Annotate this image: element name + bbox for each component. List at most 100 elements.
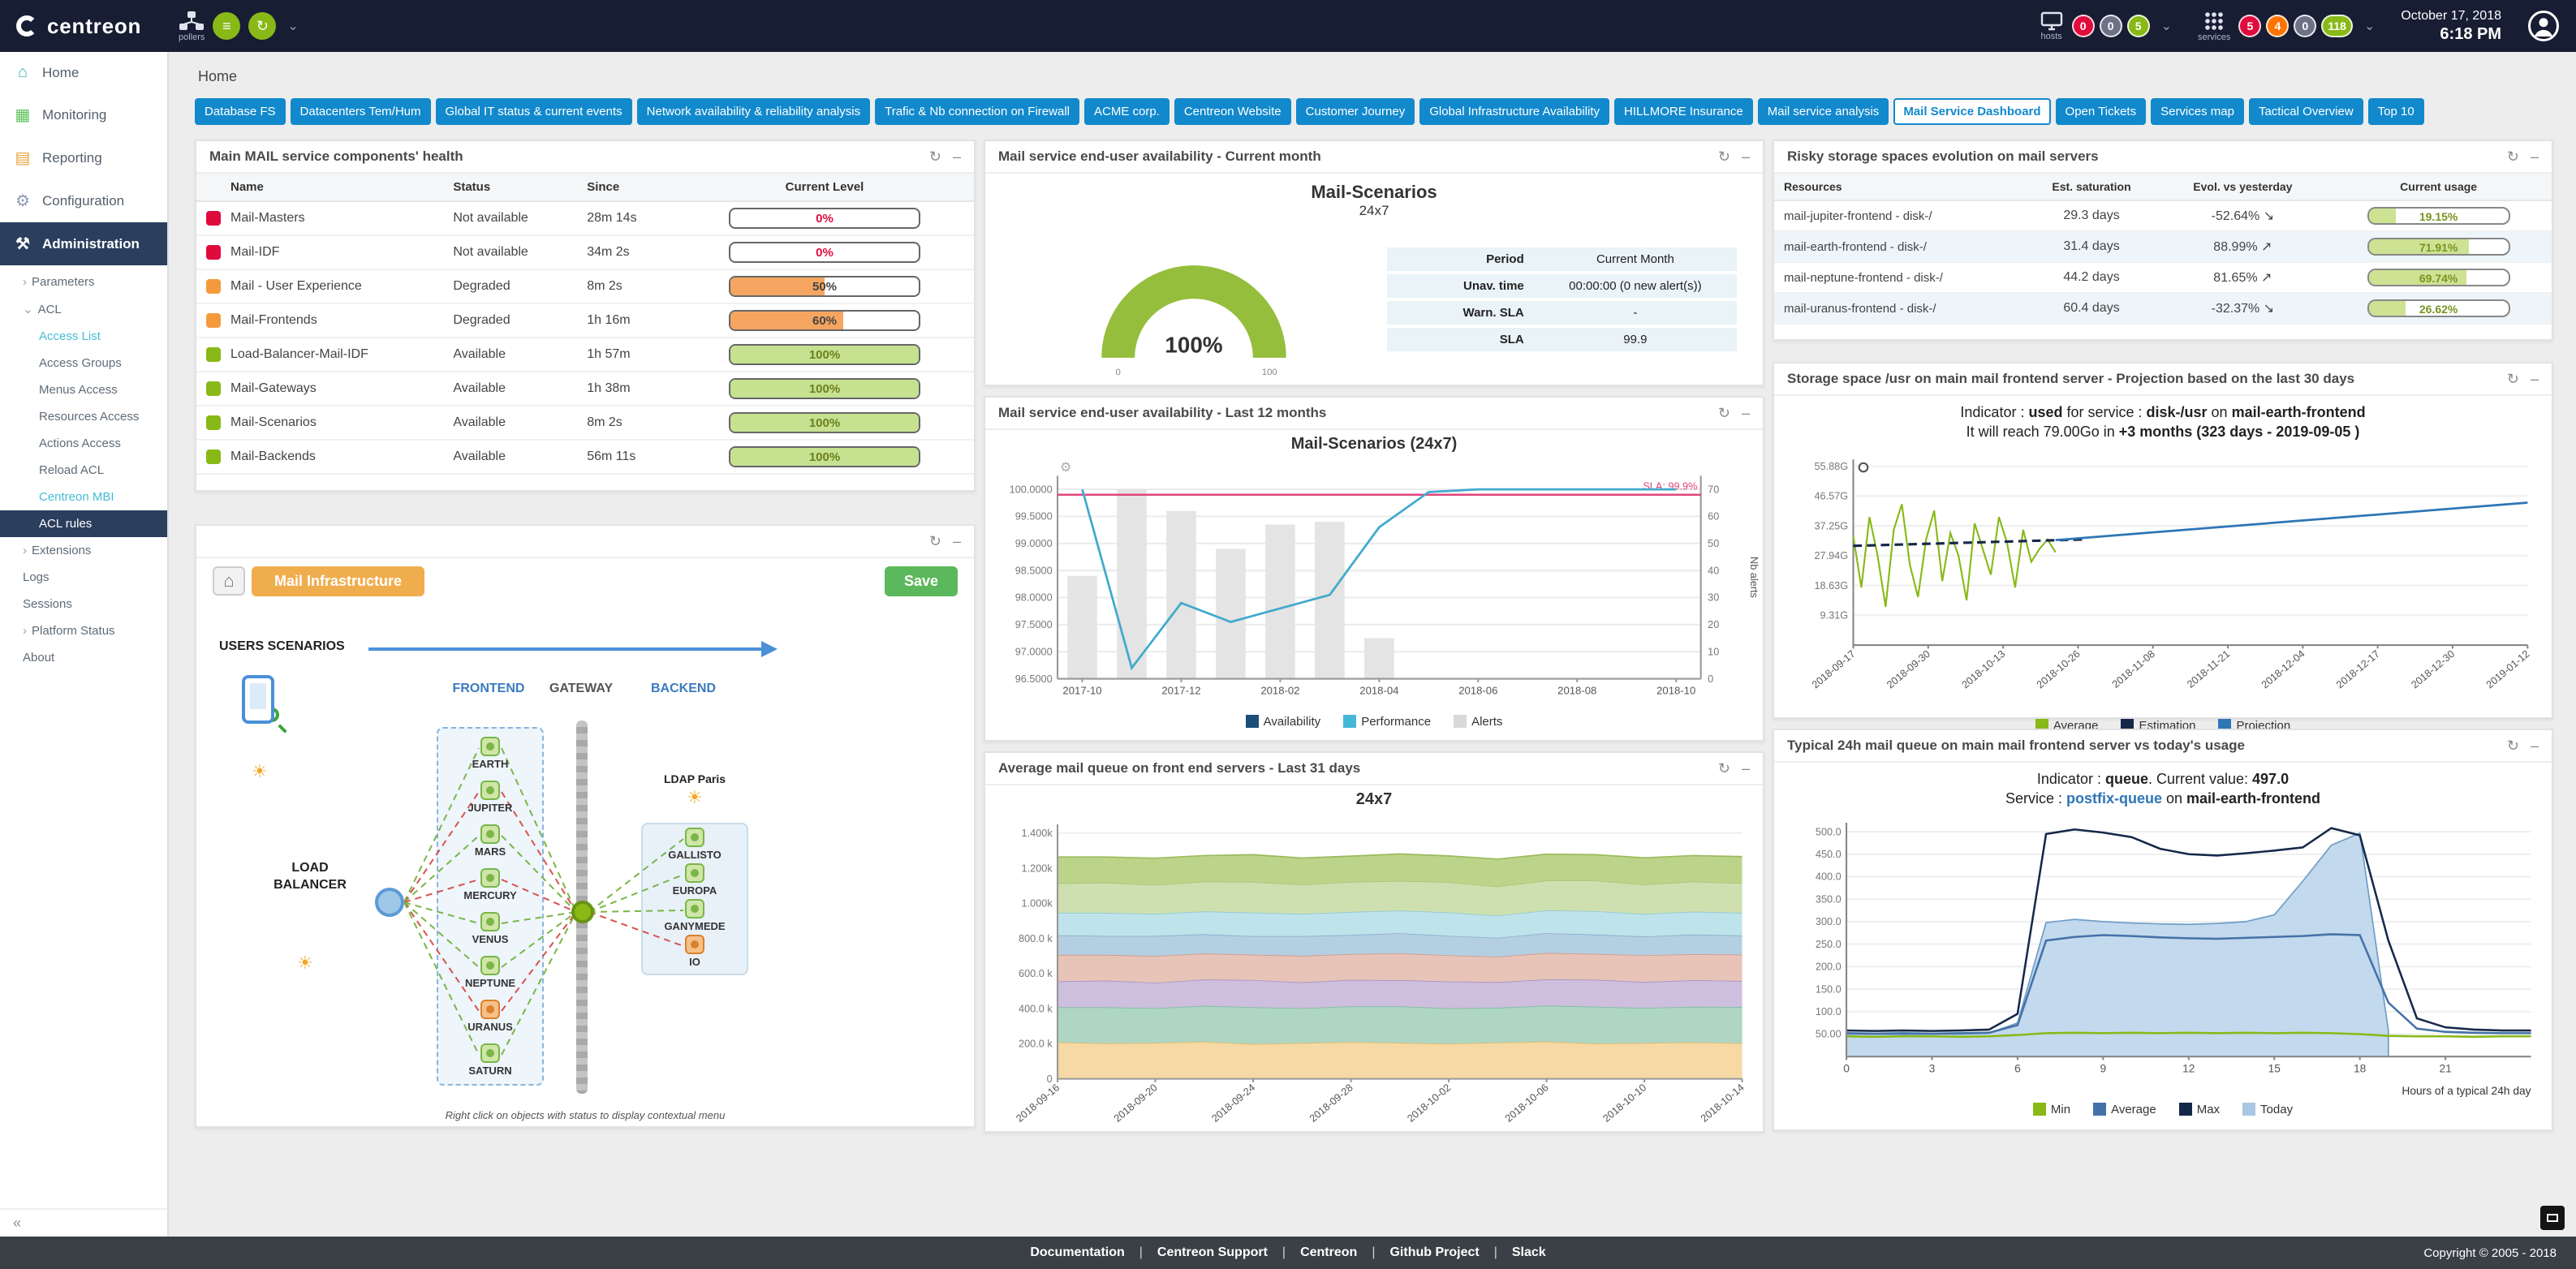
pollers-menu[interactable]: pollers ≡ ↻ ⌄ bbox=[179, 11, 299, 42]
diagram-node-mars[interactable]: MARS bbox=[437, 824, 544, 858]
home-icon[interactable]: ⌂ bbox=[213, 566, 245, 596]
sidebar-item-monitoring[interactable]: ▦ Monitoring bbox=[0, 93, 167, 136]
minimize-icon[interactable]: – bbox=[2530, 148, 2539, 165]
sidebar-item-platform-status[interactable]: › Platform Status bbox=[0, 617, 167, 644]
diagram-node-mercury[interactable]: MERCURY bbox=[437, 868, 544, 901]
map-title-button[interactable]: Mail Infrastructure bbox=[252, 566, 425, 596]
sidebar-item-acl-rules[interactable]: ACL rules bbox=[0, 510, 167, 537]
fullscreen-button[interactable] bbox=[2540, 1206, 2565, 1230]
table-row[interactable]: Mail-Backends Available 56m 11s 100% bbox=[196, 440, 974, 475]
refresh-icon[interactable]: ↻ bbox=[1717, 405, 1730, 421]
sidebar-item-menus-access[interactable]: Menus Access bbox=[0, 376, 167, 403]
sidebar-item-access-list[interactable]: Access List bbox=[0, 323, 167, 350]
legend-item[interactable]: Performance bbox=[1343, 715, 1431, 729]
tab-hillmore-insurance[interactable]: HILLMORE Insurance bbox=[1614, 98, 1753, 125]
sidebar-item-configuration[interactable]: ⚙ Configuration bbox=[0, 179, 167, 222]
column-header-est-saturation[interactable]: Est. saturation bbox=[2022, 174, 2160, 201]
column-header-status[interactable]: Status bbox=[443, 174, 578, 202]
tab-network-availability-reliability-analysis[interactable]: Network availability & reliability analy… bbox=[636, 98, 871, 125]
tab-services-map[interactable]: Services map bbox=[2151, 98, 2244, 125]
column-header-since[interactable]: Since bbox=[577, 174, 676, 202]
tab-global-it-status-current-events[interactable]: Global IT status & current events bbox=[435, 98, 632, 125]
footer-link-slack[interactable]: Slack bbox=[1511, 1245, 1546, 1259]
minimize-icon[interactable]: – bbox=[1741, 760, 1750, 776]
tab-mail-service-dashboard[interactable]: Mail Service Dashboard bbox=[1893, 98, 2051, 125]
load-balancer-node[interactable] bbox=[375, 888, 404, 917]
sidebar-item-resources-access[interactable]: Resources Access bbox=[0, 403, 167, 430]
legend-item[interactable]: Alerts bbox=[1454, 715, 1502, 729]
refresh-icon[interactable]: ↻ bbox=[2506, 738, 2519, 754]
sidebar-item-reload-acl[interactable]: Reload ACL bbox=[0, 457, 167, 484]
broker-status-icon[interactable]: ≡ bbox=[213, 12, 241, 40]
minimize-icon[interactable]: – bbox=[1741, 148, 1750, 165]
minimize-icon[interactable]: – bbox=[952, 148, 961, 165]
minimize-icon[interactable]: – bbox=[2530, 738, 2539, 754]
sidebar-collapse-button[interactable]: « bbox=[0, 1208, 167, 1237]
tab-customer-journey[interactable]: Customer Journey bbox=[1295, 98, 1415, 125]
tab-global-infrastructure-availability[interactable]: Global Infrastructure Availability bbox=[1419, 98, 1610, 125]
refresh-icon[interactable]: ↻ bbox=[2506, 371, 2519, 387]
service-status-badge[interactable]: 118 bbox=[2321, 15, 2353, 37]
footer-link-centreon[interactable]: Centreon bbox=[1300, 1245, 1358, 1259]
diagram-node-jupiter[interactable]: JUPITER bbox=[437, 781, 544, 814]
refresh-icon[interactable]: ↻ bbox=[928, 533, 941, 549]
minimize-icon[interactable]: – bbox=[2530, 371, 2539, 387]
refresh-icon[interactable]: ↻ bbox=[1717, 148, 1730, 165]
diagram-node-neptune[interactable]: NEPTUNE bbox=[437, 956, 544, 989]
column-header-current-level[interactable]: Current Level bbox=[675, 174, 974, 202]
legend-item[interactable]: Today bbox=[2242, 1103, 2293, 1116]
sidebar-item-centreon-mbi[interactable]: Centreon MBI bbox=[0, 484, 167, 510]
sidebar-item-parameters[interactable]: › Parameters bbox=[0, 269, 167, 295]
tab-top-10[interactable]: Top 10 bbox=[2367, 98, 2424, 125]
host-status-badge[interactable]: 0 bbox=[2071, 15, 2095, 37]
table-row[interactable]: Mail-Scenarios Available 8m 2s 100% bbox=[196, 406, 974, 441]
column-header-current-usage[interactable]: Current usage bbox=[2325, 174, 2552, 201]
sidebar-item-home[interactable]: ⌂ Home bbox=[0, 52, 167, 93]
table-row[interactable]: Mail-Masters Not available 28m 14s 0% bbox=[196, 201, 974, 236]
diagram-node-gallisto[interactable]: GALLISTO bbox=[641, 828, 748, 861]
table-row[interactable]: Mail-IDF Not available 34m 2s 0% bbox=[196, 235, 974, 270]
sidebar-item-logs[interactable]: Logs bbox=[0, 564, 167, 591]
breadcrumb[interactable]: Home bbox=[198, 68, 238, 84]
table-row[interactable]: mail-jupiter-frontend - disk-/29.3 days -… bbox=[1774, 200, 2552, 232]
table-row[interactable]: Mail-Frontends Degraded 1h 16m 60% bbox=[196, 303, 974, 338]
sidebar-item-sessions[interactable]: Sessions bbox=[0, 591, 167, 617]
table-row[interactable]: Mail - User Experience Degraded 8m 2s 50% bbox=[196, 269, 974, 304]
diagram-node-saturn[interactable]: SATURN bbox=[437, 1043, 544, 1077]
legend-item[interactable]: Average bbox=[2093, 1103, 2156, 1116]
tab-datacenters-tem-hum[interactable]: Datacenters Tem/Hum bbox=[290, 98, 431, 125]
tab-database-fs[interactable]: Database FS bbox=[195, 98, 286, 125]
chart-options-icon[interactable]: ⚙ bbox=[1060, 461, 1072, 475]
refresh-icon[interactable]: ↻ bbox=[2506, 148, 2519, 165]
diagram-node-io[interactable]: IO bbox=[641, 935, 748, 968]
column-header-resources[interactable]: Resources bbox=[1774, 174, 2023, 201]
legend-item[interactable]: Max bbox=[2178, 1103, 2220, 1116]
tab-tactical-overview[interactable]: Tactical Overview bbox=[2248, 98, 2363, 125]
tab-open-tickets[interactable]: Open Tickets bbox=[2055, 98, 2147, 125]
sidebar-item-extensions[interactable]: › Extensions bbox=[0, 537, 167, 564]
column-header-evol-vs-yesterday[interactable]: Evol. vs yesterday bbox=[2160, 174, 2326, 201]
diagram-node-europa[interactable]: EUROPA bbox=[641, 863, 748, 897]
table-row[interactable]: mail-neptune-frontend - disk-/44.2 days 8… bbox=[1774, 262, 2552, 294]
save-button[interactable]: Save bbox=[884, 566, 958, 596]
tab-mail-service-analysis[interactable]: Mail service analysis bbox=[1757, 98, 1889, 125]
sidebar-item-administration[interactable]: ⚒ Administration bbox=[0, 222, 167, 265]
refresh-icon[interactable]: ↻ bbox=[928, 148, 941, 165]
table-row[interactable]: Mail-Gateways Available 1h 38m 100% bbox=[196, 372, 974, 407]
sidebar-item-access-groups[interactable]: Access Groups bbox=[0, 350, 167, 376]
host-status-badge[interactable]: 0 bbox=[2099, 15, 2122, 37]
chevron-down-icon[interactable]: ⌄ bbox=[2160, 19, 2173, 33]
table-row[interactable]: Load-Balancer-Mail-IDF Available 1h 57m 100… bbox=[196, 338, 974, 372]
service-status-badge[interactable]: 5 bbox=[2238, 15, 2262, 37]
chevron-down-icon[interactable]: ⌄ bbox=[287, 19, 299, 33]
sidebar-item-acl[interactable]: ⌄ ACL bbox=[0, 295, 167, 323]
legend-item[interactable]: Availability bbox=[1245, 715, 1320, 729]
legend-item[interactable]: Min bbox=[2032, 1103, 2070, 1116]
column-header-name[interactable]: Name bbox=[221, 174, 444, 202]
tab-trafic-nb-connection-on-firewall[interactable]: Trafic & Nb connection on Firewall bbox=[875, 98, 1079, 125]
poller-status-icon[interactable]: ↻ bbox=[248, 12, 277, 40]
refresh-icon[interactable]: ↻ bbox=[1717, 760, 1730, 776]
host-status-badge[interactable]: 5 bbox=[2126, 15, 2150, 37]
tab-acme-corp[interactable]: ACME corp. bbox=[1083, 98, 1170, 125]
footer-link-documentation[interactable]: Documentation bbox=[1030, 1245, 1125, 1259]
